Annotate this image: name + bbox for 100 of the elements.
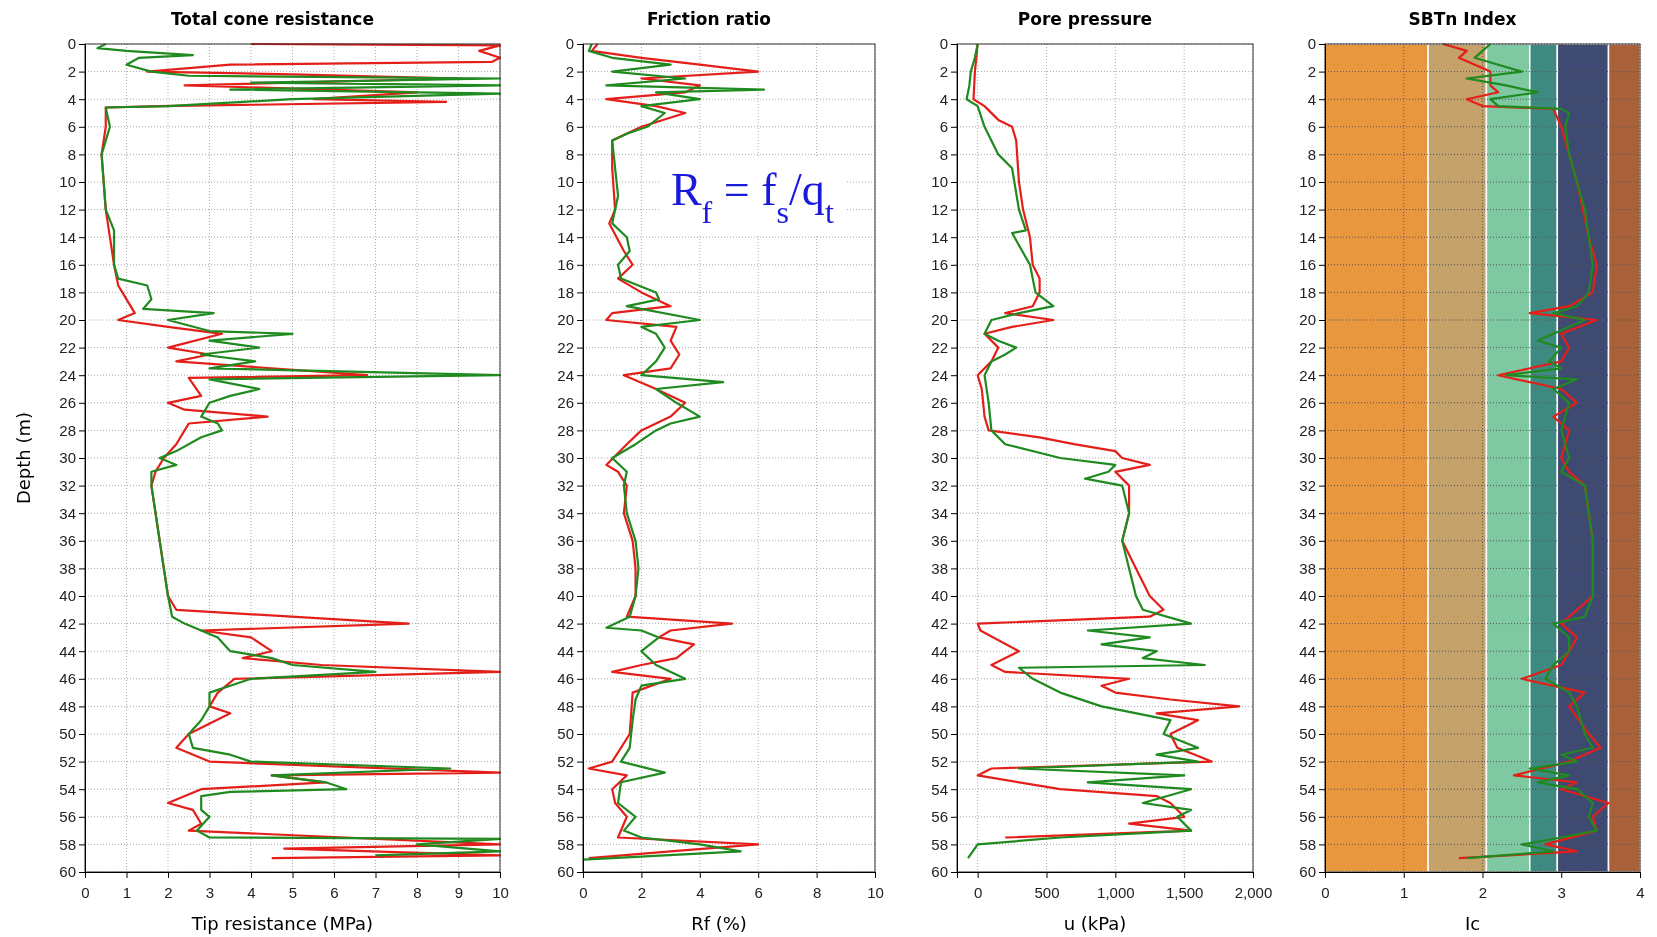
y-tick-label: 26	[931, 394, 948, 412]
y-tick-label: 60	[557, 863, 574, 881]
y-tick-label: 6	[67, 118, 76, 136]
y-tick-label: 24	[1299, 366, 1316, 384]
x-tick-label: 1	[122, 883, 132, 901]
y-tick-label: 12	[59, 200, 76, 218]
x-tick-label: 500	[1034, 883, 1060, 901]
y-tick-label: 20	[1299, 311, 1316, 329]
y-tick-label: 0	[939, 35, 948, 53]
y-tick-label: 40	[557, 587, 574, 605]
x-tick-label: 1,000	[1097, 883, 1135, 901]
y-tick-label: 10	[931, 173, 948, 191]
y-tick-label: 2	[1307, 62, 1316, 80]
x-axis-title: Tip resistance (MPa)	[190, 913, 374, 934]
y-tick-label: 6	[1307, 118, 1316, 136]
y-tick-label: 36	[931, 532, 948, 550]
y-tick-label: 2	[67, 62, 76, 80]
y-tick-label: 36	[59, 532, 76, 550]
x-tick-label: 8	[812, 883, 822, 901]
y-tick-label: 12	[1299, 200, 1316, 218]
y-tick-label: 38	[557, 559, 574, 577]
y-tick-label: 56	[59, 808, 76, 826]
y-tick-label: 32	[59, 476, 76, 494]
y-tick-label: 58	[931, 835, 948, 853]
y-tick-label: 32	[1299, 476, 1316, 494]
y-tick-label: 10	[59, 173, 76, 191]
y-tick-label: 26	[59, 394, 76, 412]
y-tick-label: 30	[1299, 449, 1316, 467]
x-tick-label: 5	[288, 883, 298, 901]
x-axis-title: Rf (%)	[691, 913, 747, 934]
y-tick-label: 18	[59, 283, 76, 301]
x-tick-label: 0	[1321, 883, 1330, 901]
y-tick-label: 56	[931, 808, 948, 826]
x-tick-label: 9	[454, 883, 464, 901]
y-tick-label: 60	[931, 863, 948, 881]
y-tick-label: 36	[1299, 532, 1316, 550]
y-tick-label: 26	[557, 394, 574, 412]
y-tick-label: 8	[565, 145, 574, 163]
y-tick-label: 12	[557, 200, 574, 218]
y-tick-label: 14	[931, 228, 948, 246]
y-tick-label: 42	[1299, 614, 1316, 632]
y-tick-label: 2	[939, 62, 948, 80]
y-tick-label: 42	[59, 614, 76, 632]
y-tick-label: 0	[67, 35, 76, 53]
x-axis-title: u (kPa)	[1063, 913, 1127, 934]
x-tick-label: 8	[413, 883, 422, 901]
y-tick-label: 14	[1299, 228, 1316, 246]
y-tick-label: 42	[557, 614, 574, 632]
y-tick-label: 22	[59, 338, 76, 356]
y-tick-label: 34	[931, 504, 948, 522]
y-tick-label: 24	[931, 366, 948, 384]
y-tick-label: 28	[59, 421, 76, 439]
y-tick-label: 54	[931, 780, 948, 798]
x-tick-label: 2	[1478, 883, 1488, 901]
y-tick-label: 32	[931, 476, 948, 494]
y-tick-label: 52	[931, 752, 948, 770]
y-tick-label: 50	[931, 725, 948, 743]
x-tick-label: 6	[754, 883, 763, 901]
y-tick-label: 22	[557, 338, 574, 356]
y-tick-label: 12	[931, 200, 948, 218]
y-axis-title: Depth (m)	[13, 411, 34, 505]
y-tick-label: 36	[557, 532, 574, 550]
y-tick-label: 4	[565, 90, 574, 108]
y-tick-label: 18	[931, 283, 948, 301]
y-tick-label: 44	[931, 642, 948, 660]
y-tick-label: 48	[59, 697, 76, 715]
y-tick-label: 18	[557, 283, 574, 301]
y-tick-label: 40	[59, 587, 76, 605]
y-tick-label: 54	[1299, 780, 1316, 798]
y-tick-label: 52	[1299, 752, 1316, 770]
y-tick-label: 28	[931, 421, 948, 439]
y-tick-label: 58	[59, 835, 76, 853]
x-tick-label: 6	[330, 883, 339, 901]
x-tick-label: 10	[492, 883, 509, 901]
y-tick-label: 16	[59, 256, 76, 274]
y-tick-label: 8	[67, 145, 76, 163]
y-tick-label: 8	[1307, 145, 1316, 163]
y-tick-label: 32	[557, 476, 574, 494]
x-tick-label: 4	[696, 883, 705, 901]
x-axis-title: Ic	[1464, 913, 1481, 934]
y-tick-label: 30	[59, 449, 76, 467]
line-series	[1465, 42, 1598, 860]
y-tick-label: 44	[1299, 642, 1316, 660]
x-tick-label: 7	[371, 883, 381, 901]
x-tick-label: 3	[205, 883, 215, 901]
y-tick-label: 28	[1299, 421, 1316, 439]
y-tick-label: 42	[931, 614, 948, 632]
y-tick-label: 56	[1299, 808, 1316, 826]
y-tick-label: 46	[1299, 670, 1316, 688]
line-series	[965, 42, 1206, 860]
y-tick-label: 48	[1299, 697, 1316, 715]
y-tick-label: 48	[931, 697, 948, 715]
x-tick-label: 2	[164, 883, 173, 901]
y-tick-label: 34	[59, 504, 76, 522]
y-tick-label: 38	[1299, 559, 1316, 577]
y-tick-label: 10	[1299, 173, 1316, 191]
x-tick-label: 1	[1400, 883, 1409, 901]
y-tick-label: 16	[1299, 256, 1316, 274]
y-tick-label: 24	[557, 366, 574, 384]
y-tick-label: 46	[557, 670, 574, 688]
